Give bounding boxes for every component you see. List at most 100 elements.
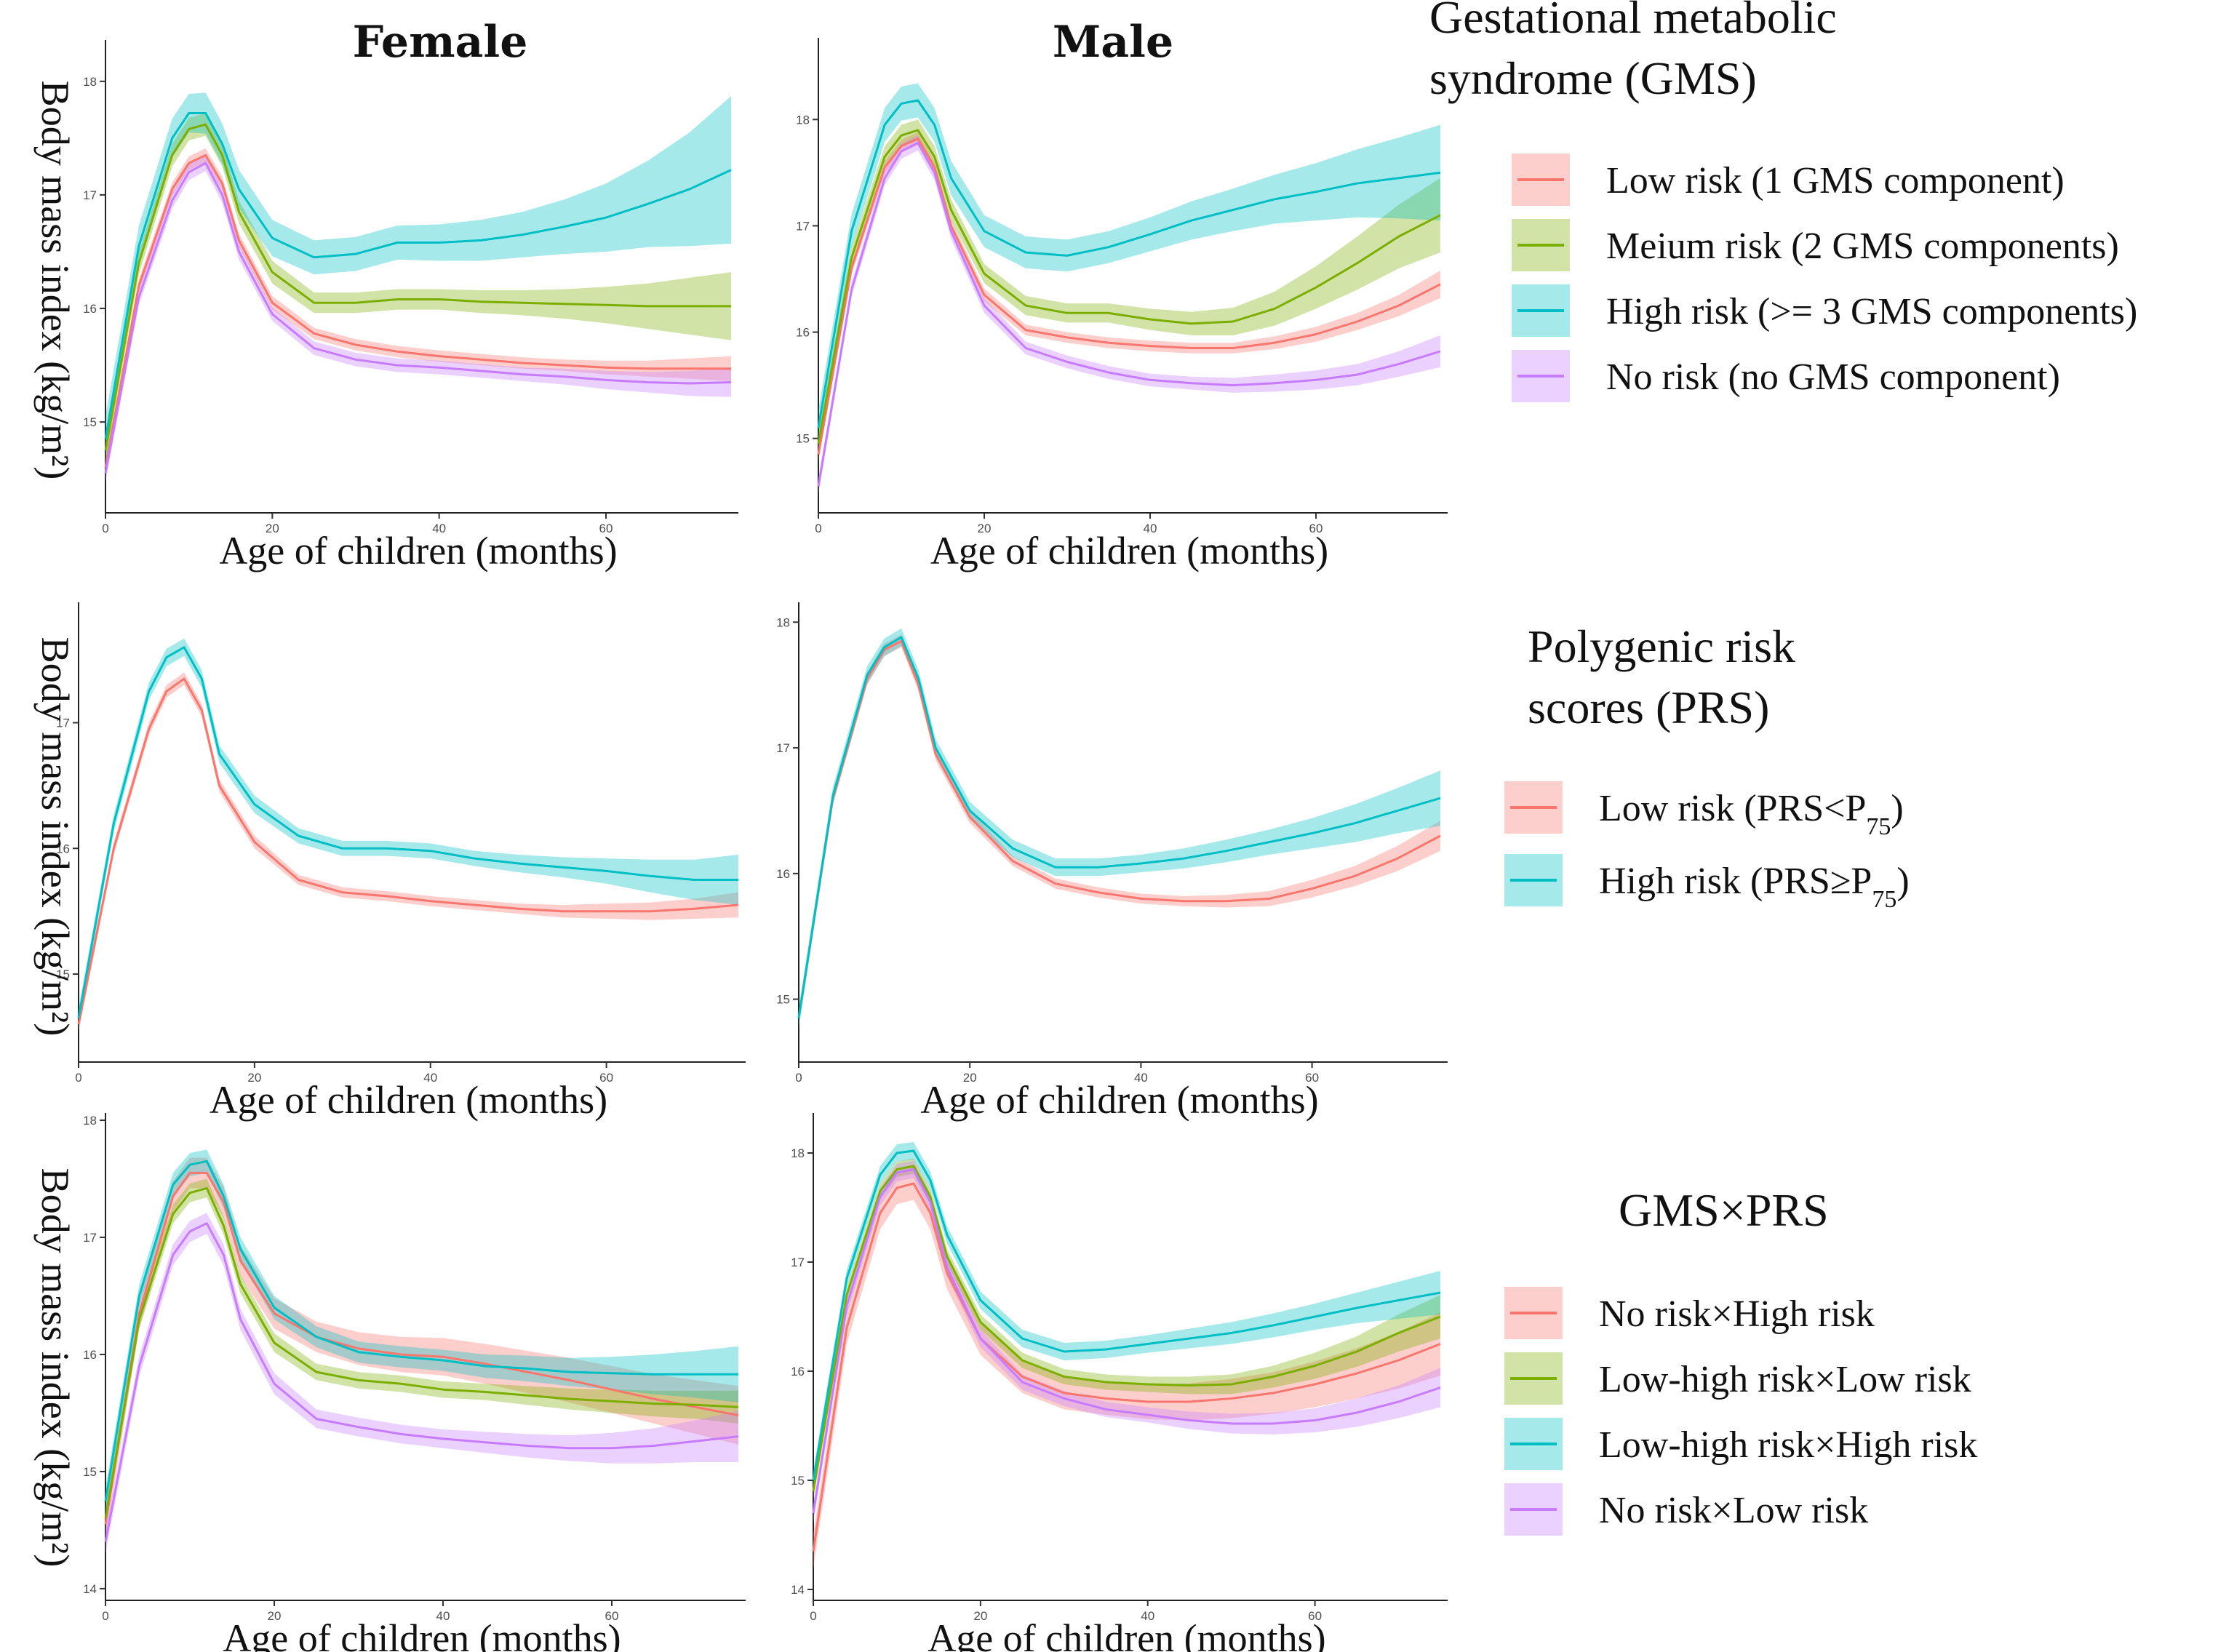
- series-line-no-risk-high-risk: [104, 1171, 739, 1525]
- y-tick-label: 16: [56, 842, 70, 855]
- series-line-high-risk: [104, 112, 732, 439]
- x-tick-label: 0: [810, 1609, 816, 1623]
- series-line-no-risk-high-risk: [812, 1182, 1441, 1552]
- x-tick-label: 0: [795, 1071, 802, 1085]
- legend-label: No risk (no GMS component): [1606, 356, 2060, 398]
- x-tick-label: 60: [599, 522, 613, 535]
- x-axis-title: Age of children (months): [223, 1616, 621, 1652]
- x-tick-label: 20: [268, 1609, 282, 1623]
- x-tick-label: 0: [75, 1071, 81, 1085]
- x-tick-label: 20: [973, 1609, 987, 1623]
- ci-band-high-risk: [818, 83, 1440, 446]
- x-axis-title: Age of children (months): [930, 529, 1328, 572]
- ci-band-no-risk-high-risk: [105, 1157, 738, 1541]
- y-tick-label: 15: [776, 993, 790, 1007]
- series-line-no-risk: [104, 161, 732, 474]
- legend-label: High risk (PRS≥P75): [1599, 861, 1910, 913]
- ci-band-high-risk: [79, 638, 738, 1029]
- x-tick-label: 40: [1141, 1609, 1154, 1623]
- x-tick-label: 40: [1144, 522, 1157, 535]
- y-tick-label: 14: [83, 1582, 97, 1596]
- legend-label: Low risk (1 GMS component): [1606, 160, 2065, 201]
- x-tick-label: 60: [1309, 522, 1323, 535]
- y-tick-label: 14: [791, 1583, 805, 1597]
- x-tick-label: 60: [599, 1071, 613, 1085]
- y-tick-label: 16: [776, 867, 790, 881]
- x-tick-label: 40: [423, 1071, 437, 1085]
- y-tick-label: 15: [56, 967, 70, 981]
- x-tick-label: 20: [247, 1071, 261, 1085]
- series-line-low-risk: [817, 137, 1441, 455]
- x-tick-label: 20: [978, 522, 992, 535]
- y-tick-label: 18: [83, 1114, 97, 1128]
- y-tick-label: 16: [83, 1348, 97, 1362]
- series-line-high-risk: [77, 646, 738, 1018]
- y-tick-label: 15: [791, 1474, 805, 1488]
- ci-band-no-risk-high-risk: [813, 1167, 1440, 1569]
- y-tick-label: 17: [791, 1256, 805, 1269]
- series-line-medium-risk: [817, 129, 1441, 444]
- y-tick-label: 18: [791, 1146, 805, 1160]
- series-line-low-high-risk-low-risk: [812, 1165, 1441, 1492]
- x-tick-label: 40: [1134, 1071, 1148, 1085]
- y-axis-title: Body mass index (kg/m²): [33, 637, 77, 1037]
- x-axis-title: Age of children (months): [219, 529, 617, 572]
- series-line-high-risk: [797, 636, 1441, 1018]
- legend-label: High risk (>= 3 GMS components): [1606, 291, 2137, 332]
- ci-band-medium-risk: [105, 113, 731, 463]
- x-axis-title: Age of children (months): [210, 1078, 607, 1122]
- y-tick-label: 17: [776, 741, 790, 755]
- y-axis-title: Body mass index (kg/m²): [33, 81, 77, 480]
- y-tick-label: 15: [83, 1465, 97, 1479]
- x-tick-label: 40: [436, 1609, 450, 1623]
- series-line-low-risk: [104, 153, 731, 468]
- column-title-female: Female: [353, 17, 528, 68]
- legend-2: Polygenic risk scores (PRS) Low risk (PRS<…: [1504, 621, 1910, 913]
- series-line-low-high-risk-high-risk: [812, 1149, 1441, 1481]
- y-tick-label: 16: [83, 302, 97, 316]
- x-tick-label: 40: [432, 522, 446, 535]
- x-tick-label: 60: [1305, 1071, 1319, 1085]
- legend-label: Low risk (PRS<P75): [1599, 788, 1904, 840]
- y-tick-label: 18: [796, 113, 810, 127]
- legend-label: Low-high risk×Low risk: [1599, 1359, 1971, 1400]
- legend-title: GMS×PRS: [1619, 1184, 1829, 1236]
- x-tick-label: 0: [815, 522, 821, 535]
- legend-title: scores (PRS): [1528, 682, 1769, 733]
- y-tick-label: 17: [83, 188, 97, 202]
- x-tick-label: 20: [963, 1071, 977, 1085]
- ci-band-high-risk: [105, 92, 731, 462]
- series-line-high-risk: [817, 99, 1441, 428]
- series-line-low-high-risk-high-risk: [104, 1160, 738, 1501]
- x-tick-label: 60: [1308, 1609, 1322, 1623]
- x-tick-label: 0: [102, 522, 108, 535]
- y-axis-title: Body mass index (kg/m²): [33, 1168, 77, 1568]
- y-tick-label: 16: [796, 326, 810, 340]
- series-line-medium-risk: [104, 123, 731, 451]
- y-tick-label: 17: [796, 219, 810, 233]
- legend-label: No risk×Low risk: [1599, 1490, 1868, 1531]
- x-axis-title: Age of children (months): [927, 1616, 1325, 1652]
- y-tick-label: 18: [83, 75, 97, 89]
- ci-band-high-risk: [799, 628, 1440, 1029]
- ci-band-low-high-risk-low-risk: [813, 1158, 1440, 1500]
- legend-title: Gestational metabolic: [1429, 0, 1837, 43]
- column-title-male: Male: [1053, 17, 1173, 68]
- y-tick-label: 17: [56, 717, 70, 730]
- legends: Gestational metabolic syndrome (GMS) Low r…: [1429, 0, 2137, 1536]
- y-tick-label: 15: [796, 432, 810, 446]
- legend-title: Polygenic risk: [1528, 621, 1795, 672]
- series-line-low-risk: [797, 639, 1441, 1018]
- legend-1: Gestational metabolic syndrome (GMS) Low r…: [1429, 0, 2137, 402]
- x-tick-label: 0: [102, 1609, 108, 1623]
- legend-title: syndrome (GMS): [1429, 52, 1757, 104]
- ci-band-no-risk-low-risk: [813, 1160, 1440, 1523]
- legend-label: No risk×High risk: [1599, 1293, 1875, 1335]
- x-tick-label: 60: [605, 1609, 619, 1623]
- y-tick-label: 18: [776, 615, 790, 629]
